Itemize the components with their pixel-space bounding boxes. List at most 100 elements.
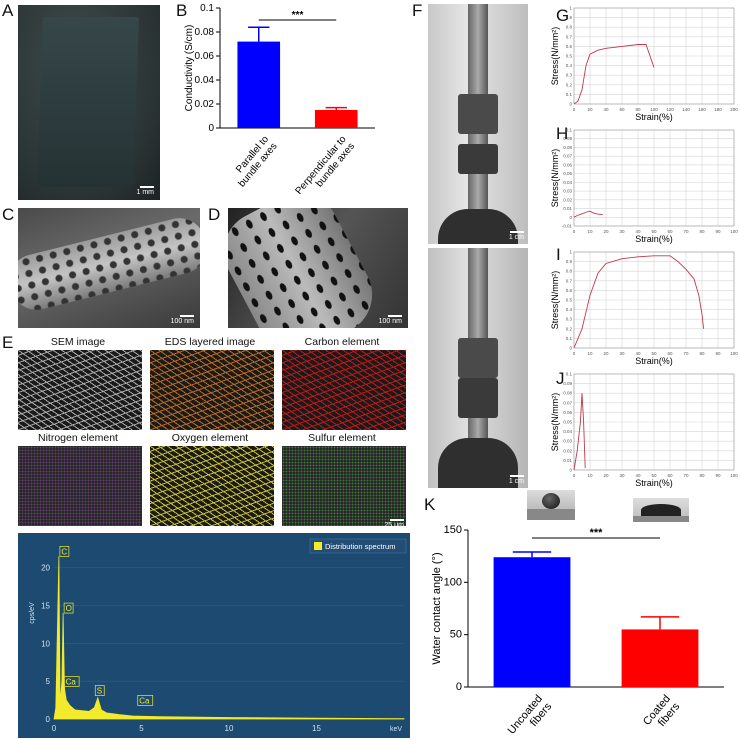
scale-bar-c: 100 nm — [171, 315, 194, 325]
x-tick-label: 100 — [730, 229, 738, 234]
peak-label: S — [97, 687, 102, 696]
panel-label-j: J — [556, 369, 565, 388]
y-tick-label: 0.3 — [566, 317, 573, 322]
spectrum-area — [53, 556, 405, 720]
y-tick-label: 0.01 — [563, 458, 572, 463]
scale-bar-a: 1 mm — [137, 186, 155, 196]
x-tick-label: 60 — [619, 107, 625, 112]
x-tick-label: 50 — [651, 473, 657, 478]
x-tick-label: 50 — [651, 229, 657, 234]
y-axis-title: Stress(N/mm²) — [550, 27, 560, 86]
y-axis-title: Water contact angle (°) — [431, 552, 443, 664]
x-tick-label: 0 — [52, 724, 57, 733]
eds-map-image — [18, 350, 142, 430]
y-tick-label: 0 — [569, 346, 572, 351]
x-axis-title: Strain(%) — [635, 112, 673, 122]
y-tick-label: 0.08 — [563, 145, 572, 150]
droplet-flat — [641, 504, 681, 516]
x-unit-label: keV — [390, 726, 402, 733]
peak-label: Ca — [139, 696, 150, 705]
x-tick-label: 20 — [603, 229, 609, 234]
y-tick-label: 0.04 — [195, 75, 215, 86]
clamp-upper — [458, 94, 498, 134]
x-tick-label: 40 — [635, 351, 641, 356]
panel-label-e: E — [2, 333, 14, 352]
eds-map-image — [282, 446, 406, 526]
panel-label-g: G — [556, 6, 570, 25]
bar — [237, 41, 281, 128]
eds-tile-title: Nitrogen element — [38, 432, 118, 444]
panel-label-k: K — [424, 495, 436, 514]
y-tick-label: 0.1 — [566, 92, 573, 97]
y-tick-label: 0.01 — [563, 206, 572, 211]
y-tick-label: 0.1 — [566, 128, 573, 133]
y-axis-title: Stress(N/mm²) — [550, 271, 560, 330]
peak-label-box — [63, 602, 74, 614]
x-tick-label: 70 — [683, 351, 689, 356]
y-tick-label: 0.06 — [563, 162, 572, 167]
stress-strain-curve — [573, 210, 603, 218]
tensile-test-photo-bottom: 1 cm — [428, 248, 528, 488]
chart-i: 0 10 20 30 40 50 60 70 80 90 100 0 0.1 0.2 0.3 0.4 0.5 0.… — [550, 250, 738, 367]
eds-map-image — [150, 350, 274, 430]
x-tick-label: 100 — [650, 107, 658, 112]
y-tick-label: 15 — [41, 602, 50, 611]
y-tick-label: 0.2 — [566, 326, 573, 331]
droplet-coated — [633, 498, 689, 522]
y-tick-label: 0.8 — [566, 269, 573, 274]
sem-image-d: 100 nm — [228, 208, 408, 328]
x-tick-label: 10 — [587, 351, 593, 356]
stress-strain-curve — [573, 393, 586, 471]
eds-spectrum-chart: 0 5 10 15 20 0 5 10 15 keV cps/eV C O Ca S Ca Distributi… — [18, 533, 410, 738]
tensile-test-photo-top: 1 cm — [428, 4, 528, 244]
y-tick-label: 0.06 — [563, 410, 572, 415]
y-tick-label: 1 — [569, 6, 572, 11]
scale-bar-f-top: 1 cm — [509, 231, 524, 241]
y-tick-label: 150 — [444, 524, 462, 536]
x-tick-label: 140 — [682, 107, 690, 112]
y-tick-label: 0.1 — [200, 3, 214, 14]
eds-tile-title: Carbon element — [304, 336, 380, 348]
chart-b: 0 0.02 0.04 0.06 0.08 0.1 Conductivity (S/cm) P… — [184, 3, 375, 197]
x-tick-label: 30 — [619, 351, 625, 356]
plot-frame — [573, 129, 735, 227]
x-tick-label: 20 — [603, 473, 609, 478]
clamp-lower — [458, 144, 498, 174]
y-tick-label: 50 — [450, 629, 462, 641]
plot-frame — [573, 373, 735, 471]
y-axis-title: cps/eV — [29, 602, 36, 624]
x-tick-label: 100 — [730, 473, 738, 478]
y-tick-label: 0.4 — [566, 63, 573, 68]
eds-tile-title: Oxygen element — [171, 432, 249, 444]
x-tick-label: 80 — [699, 229, 705, 234]
x-tick-label: 80 — [635, 107, 641, 112]
x-tick-label: 20 — [603, 351, 609, 356]
droplet-uncoated — [527, 490, 575, 520]
y-tick-label: 0.4 — [566, 307, 573, 312]
x-axis-title: Strain(%) — [635, 356, 673, 366]
y-tick-label: 0.02 — [563, 197, 572, 202]
droplet-surface — [527, 509, 575, 520]
panel-label-f: F — [412, 1, 423, 20]
y-tick-label: 0.08 — [563, 391, 572, 396]
x-axis-title: Strain(%) — [635, 478, 673, 488]
x-tick-label: 90 — [715, 473, 721, 478]
eds-tile-title: EDS layered image — [164, 336, 256, 348]
stress-strain-curve — [573, 255, 705, 349]
x-tick-label: 80 — [699, 473, 705, 478]
y-tick-label: 0.2 — [566, 82, 573, 87]
droplet-surface-2 — [633, 516, 689, 522]
x-tick-label: 40 — [635, 229, 641, 234]
stress-strain-curve — [573, 44, 655, 105]
scale-bar-e: 25 μm — [380, 519, 404, 529]
eds-tile-title: SEM image — [50, 336, 106, 348]
clamp-upper-b — [458, 338, 498, 378]
y-tick-label: 0.9 — [566, 15, 573, 20]
panel-label-i: I — [556, 245, 561, 264]
scale-bar-d: 100 nm — [379, 315, 402, 325]
x-tick-label: 60 — [667, 473, 673, 478]
y-tick-label: 0.06 — [195, 51, 215, 62]
y-tick-label: 0.04 — [563, 180, 572, 185]
chart-g: 0 20 40 60 80 100 120 140 160 180 200 0 0.1 0.2 0.3 0.4… — [550, 6, 738, 123]
y-tick-label: -0.01 — [562, 224, 573, 229]
